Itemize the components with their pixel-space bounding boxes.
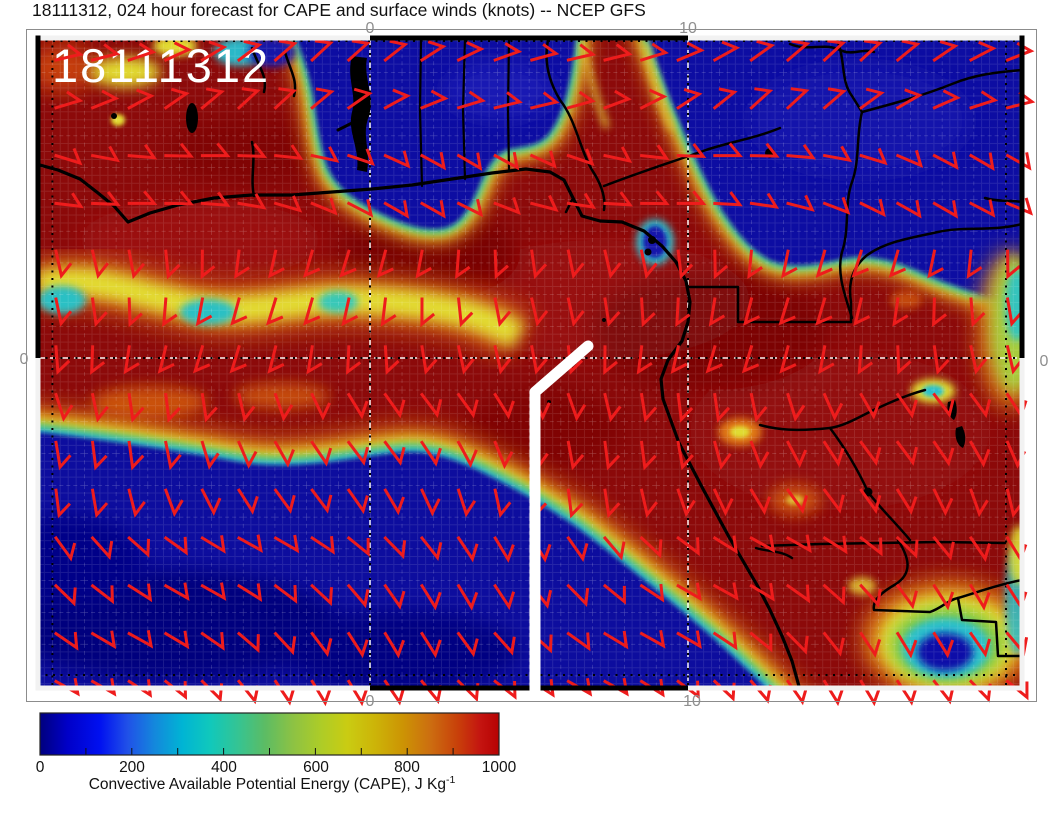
lake-kossou [186, 103, 198, 133]
border-chad-car [860, 68, 1022, 114]
border-ghana-togo [418, 38, 424, 188]
lake-volta-arm [336, 120, 356, 132]
colorbar-tick-600: 600 [303, 759, 329, 776]
river-ubangi [848, 222, 1022, 324]
lake-tumba [955, 426, 966, 448]
mt-cameroon-blob [648, 236, 656, 244]
top-axis-label-0: 0 [366, 20, 375, 37]
small-lake-dot [111, 113, 117, 119]
river-niger [545, 38, 606, 212]
colorbar-tick-400: 400 [211, 759, 237, 776]
colorbar-tick-200: 200 [119, 759, 145, 776]
bioko-island [644, 248, 652, 256]
niger-delta-spur [564, 198, 574, 214]
border-drc-southeast [872, 538, 1022, 614]
border-drc-corner [956, 596, 1022, 658]
border-congo-north [688, 285, 853, 324]
lake-volta [350, 56, 371, 172]
river-black-volta [250, 46, 267, 94]
colorbar-minor-ticks [85, 748, 454, 755]
major-graticule [38, 38, 1022, 688]
cape-field: 18111312 [38, 38, 1022, 688]
top-axis-label-10: 10 [679, 20, 697, 37]
river-comoe [250, 140, 256, 198]
coastlines-and-borders [38, 38, 1022, 688]
bottom-axis-label-0: 0 [366, 693, 375, 710]
wind-barbs [53, 39, 1036, 707]
colorbar-caption: Convective Available Potential Energy (C… [89, 774, 456, 793]
principe-island [602, 318, 606, 322]
outer-frame-line [26, 29, 1037, 702]
colorbar-caption-exponent: -1 [446, 774, 455, 786]
left-axis-label-0: 0 [20, 351, 29, 368]
colorbar-tick-800: 800 [394, 759, 420, 776]
init-time-stamp: 18111312 [52, 39, 270, 92]
right-axis-label-0: 0 [1040, 353, 1049, 370]
border-togo-benin [461, 38, 467, 181]
figure-title: 18111312, 024 hour forecast for CAPE and… [32, 0, 646, 20]
colorbar-tick-0: 0 [36, 759, 45, 776]
colorbar: 0 200 400 600 800 1000 Convective Availa… [36, 712, 517, 793]
border-benin-nigeria [506, 38, 511, 173]
river-benue [602, 126, 782, 188]
border-car-east [983, 196, 1022, 204]
flight-track [529, 340, 594, 701]
map-frame [26, 29, 1037, 702]
border-cameroon-east [834, 38, 864, 320]
bottom-axis-label-10: 10 [683, 693, 701, 710]
colorbar-tick-1000: 1000 [482, 759, 517, 776]
colorbar-caption-main: Convective Available Potential Energy (C… [89, 776, 446, 793]
